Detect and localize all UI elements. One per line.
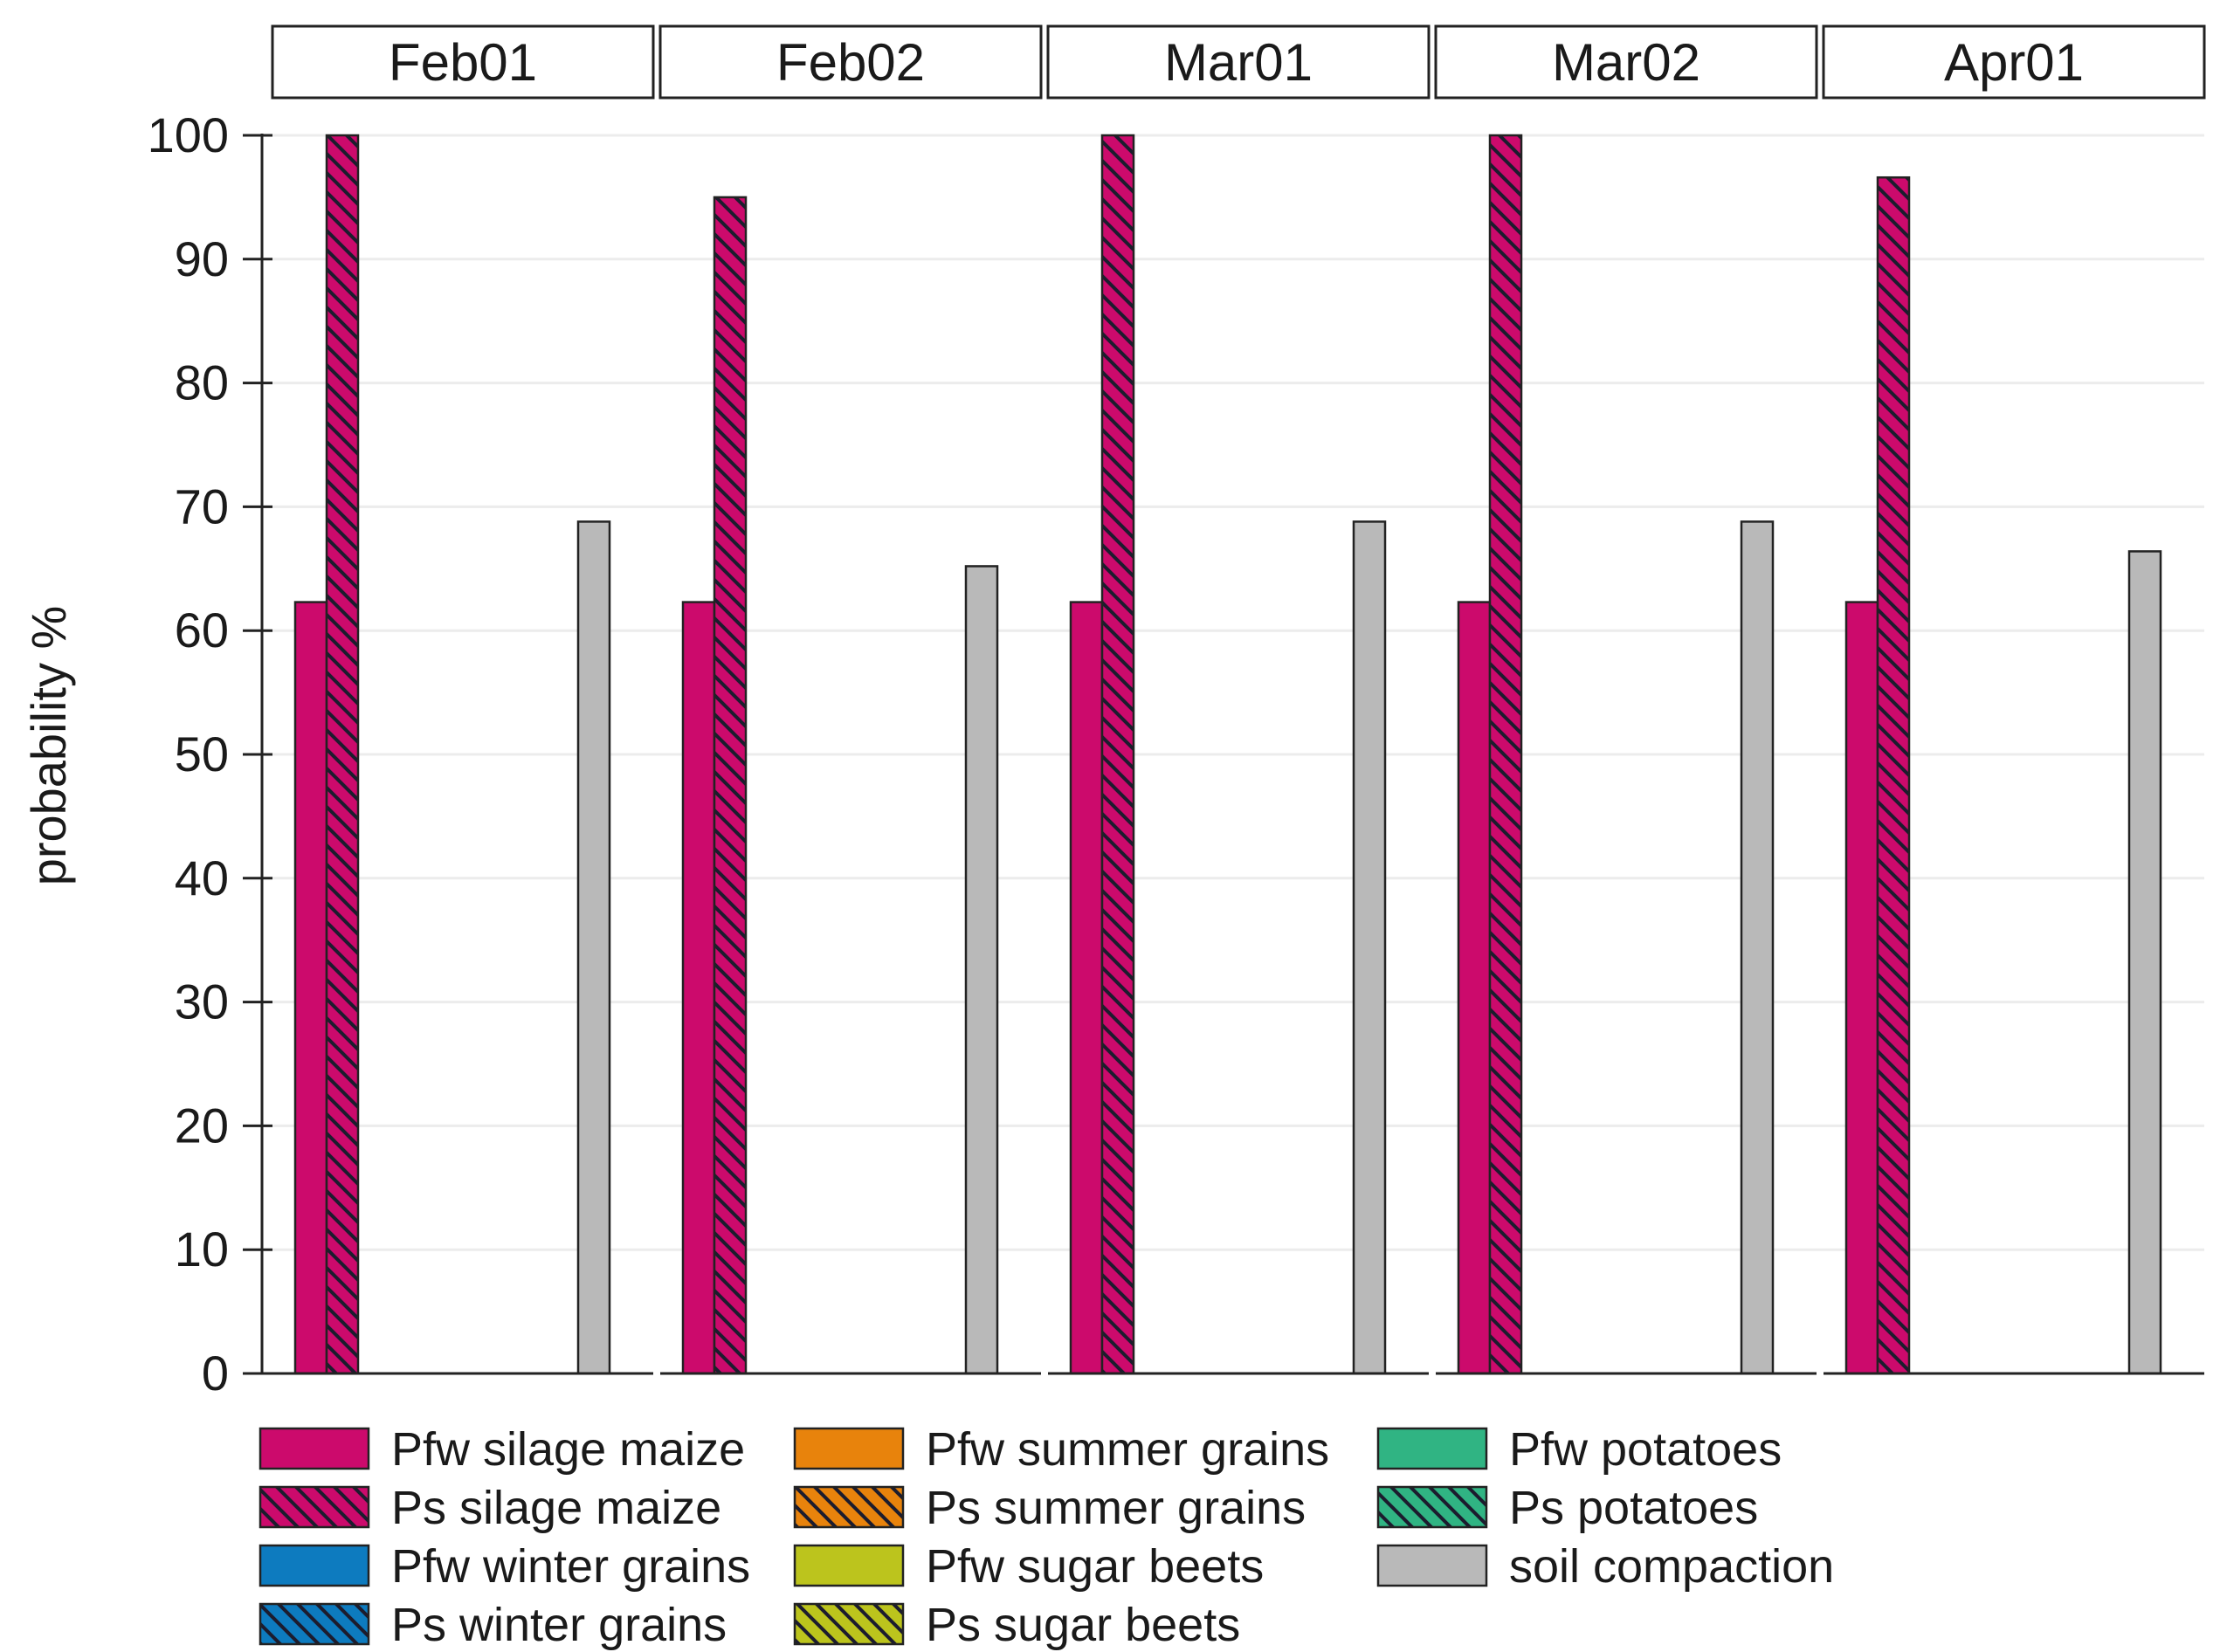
legend-swatch xyxy=(793,1544,905,1587)
legend-label: Pfw sugar beets xyxy=(926,1540,1264,1593)
legend-label: Ps winter grains xyxy=(391,1599,727,1651)
facet-strip xyxy=(1822,24,2206,100)
legend-label: Pfw winter grains xyxy=(391,1540,750,1593)
bar-soil-compaction xyxy=(1352,520,1387,1375)
y-axis: 0 10 20 30 40 50 60 70 80 90 100 probability % xyxy=(21,107,272,1401)
bar-pfw-silage-maize xyxy=(1069,601,1104,1375)
legend-item: Pfw winter grains xyxy=(259,1540,750,1593)
facet-panel-mar02: Mar02 xyxy=(1434,24,1818,1375)
legend-label: Ps sugar beets xyxy=(926,1599,1240,1651)
y-tick-label: 0 xyxy=(202,1346,229,1401)
legend-swatch xyxy=(259,1544,370,1587)
bar-pfw-silage-maize xyxy=(293,601,328,1375)
facet-strip-label: Feb02 xyxy=(776,33,925,92)
legend-label: soil compaction xyxy=(1509,1540,1834,1593)
legend-swatch xyxy=(793,1602,905,1646)
legend-item: Ps silage maize xyxy=(259,1482,721,1534)
legend-label: Ps summer grains xyxy=(926,1482,1306,1534)
legend-swatch xyxy=(793,1485,905,1529)
bar-soil-compaction xyxy=(1740,520,1775,1375)
y-tick-label: 50 xyxy=(175,726,229,781)
legend-label: Pfw summer grains xyxy=(926,1423,1329,1476)
legend-swatch xyxy=(1376,1427,1488,1470)
facet-strip-label: Mar02 xyxy=(1552,33,1700,92)
legend-label: Ps silage maize xyxy=(391,1482,721,1534)
y-tick-label: 40 xyxy=(175,850,229,905)
facet-strip xyxy=(658,24,1043,100)
bar-ps-silage-maize xyxy=(1100,134,1135,1375)
legend-label: Pfw potatoes xyxy=(1509,1423,1782,1476)
legend-item: Ps sugar beets xyxy=(793,1599,1240,1651)
y-tick-label: 30 xyxy=(175,974,229,1029)
facet-panel-feb02: Feb02 xyxy=(658,24,1043,1375)
facet-strip xyxy=(271,24,655,100)
legend-label: Pfw silage maize xyxy=(391,1423,745,1476)
y-tick-label: 80 xyxy=(175,355,229,410)
facet-panel-feb01: Feb01 xyxy=(271,24,655,1375)
legend: Pfw silage maize Ps silage maize Pfw winte… xyxy=(259,1423,1834,1651)
legend-swatch xyxy=(259,1602,370,1646)
facet-strip xyxy=(1434,24,1818,100)
facet-strip-label: Feb01 xyxy=(389,33,537,92)
legend-swatch xyxy=(259,1427,370,1470)
facet-panels: Feb01 Feb02 Mar01 Mar02 Apr01 xyxy=(271,24,2206,1375)
y-axis-title: probability % xyxy=(21,606,76,886)
facet-strip-label: Apr01 xyxy=(1944,33,2084,92)
y-tick-label: 20 xyxy=(175,1098,229,1153)
bar-ps-silage-maize xyxy=(325,134,360,1375)
bar-pfw-silage-maize xyxy=(681,601,716,1375)
legend-item: Pfw sugar beets xyxy=(793,1540,1264,1593)
legend-item: Pfw silage maize xyxy=(259,1423,745,1476)
bar-ps-silage-maize xyxy=(1488,134,1523,1375)
legend-swatch xyxy=(1376,1544,1488,1587)
legend-item: Pfw summer grains xyxy=(793,1423,1329,1476)
legend-swatch xyxy=(259,1485,370,1529)
legend-swatch xyxy=(793,1427,905,1470)
legend-item: Pfw potatoes xyxy=(1376,1423,1782,1476)
bar-soil-compaction xyxy=(576,520,611,1375)
y-tick-label: 90 xyxy=(175,231,229,286)
bar-ps-silage-maize xyxy=(1876,176,1911,1375)
bar-pfw-silage-maize xyxy=(1457,601,1492,1375)
bar-pfw-silage-maize xyxy=(1844,601,1879,1375)
y-tick-label: 70 xyxy=(175,478,229,533)
y-tick-label: 60 xyxy=(175,602,229,657)
legend-item: Ps summer grains xyxy=(793,1482,1306,1534)
legend-item: soil compaction xyxy=(1376,1540,1834,1593)
bar-soil-compaction xyxy=(2127,550,2162,1375)
facet-strip-label: Mar01 xyxy=(1164,33,1313,92)
legend-item: Ps winter grains xyxy=(259,1599,727,1651)
bar-soil-compaction xyxy=(964,565,999,1375)
y-tick-label: 10 xyxy=(175,1222,229,1277)
bar-ps-silage-maize xyxy=(713,196,748,1375)
y-tick-label: 100 xyxy=(148,107,229,162)
facet-panel-apr01: Apr01 xyxy=(1822,24,2206,1375)
facet-panel-mar01: Mar01 xyxy=(1046,24,1431,1375)
grid-lines xyxy=(272,134,2204,1251)
facet-strip xyxy=(1046,24,1431,100)
legend-item: Ps potatoes xyxy=(1376,1482,1758,1534)
legend-swatch xyxy=(1376,1485,1488,1529)
legend-label: Ps potatoes xyxy=(1509,1482,1758,1534)
